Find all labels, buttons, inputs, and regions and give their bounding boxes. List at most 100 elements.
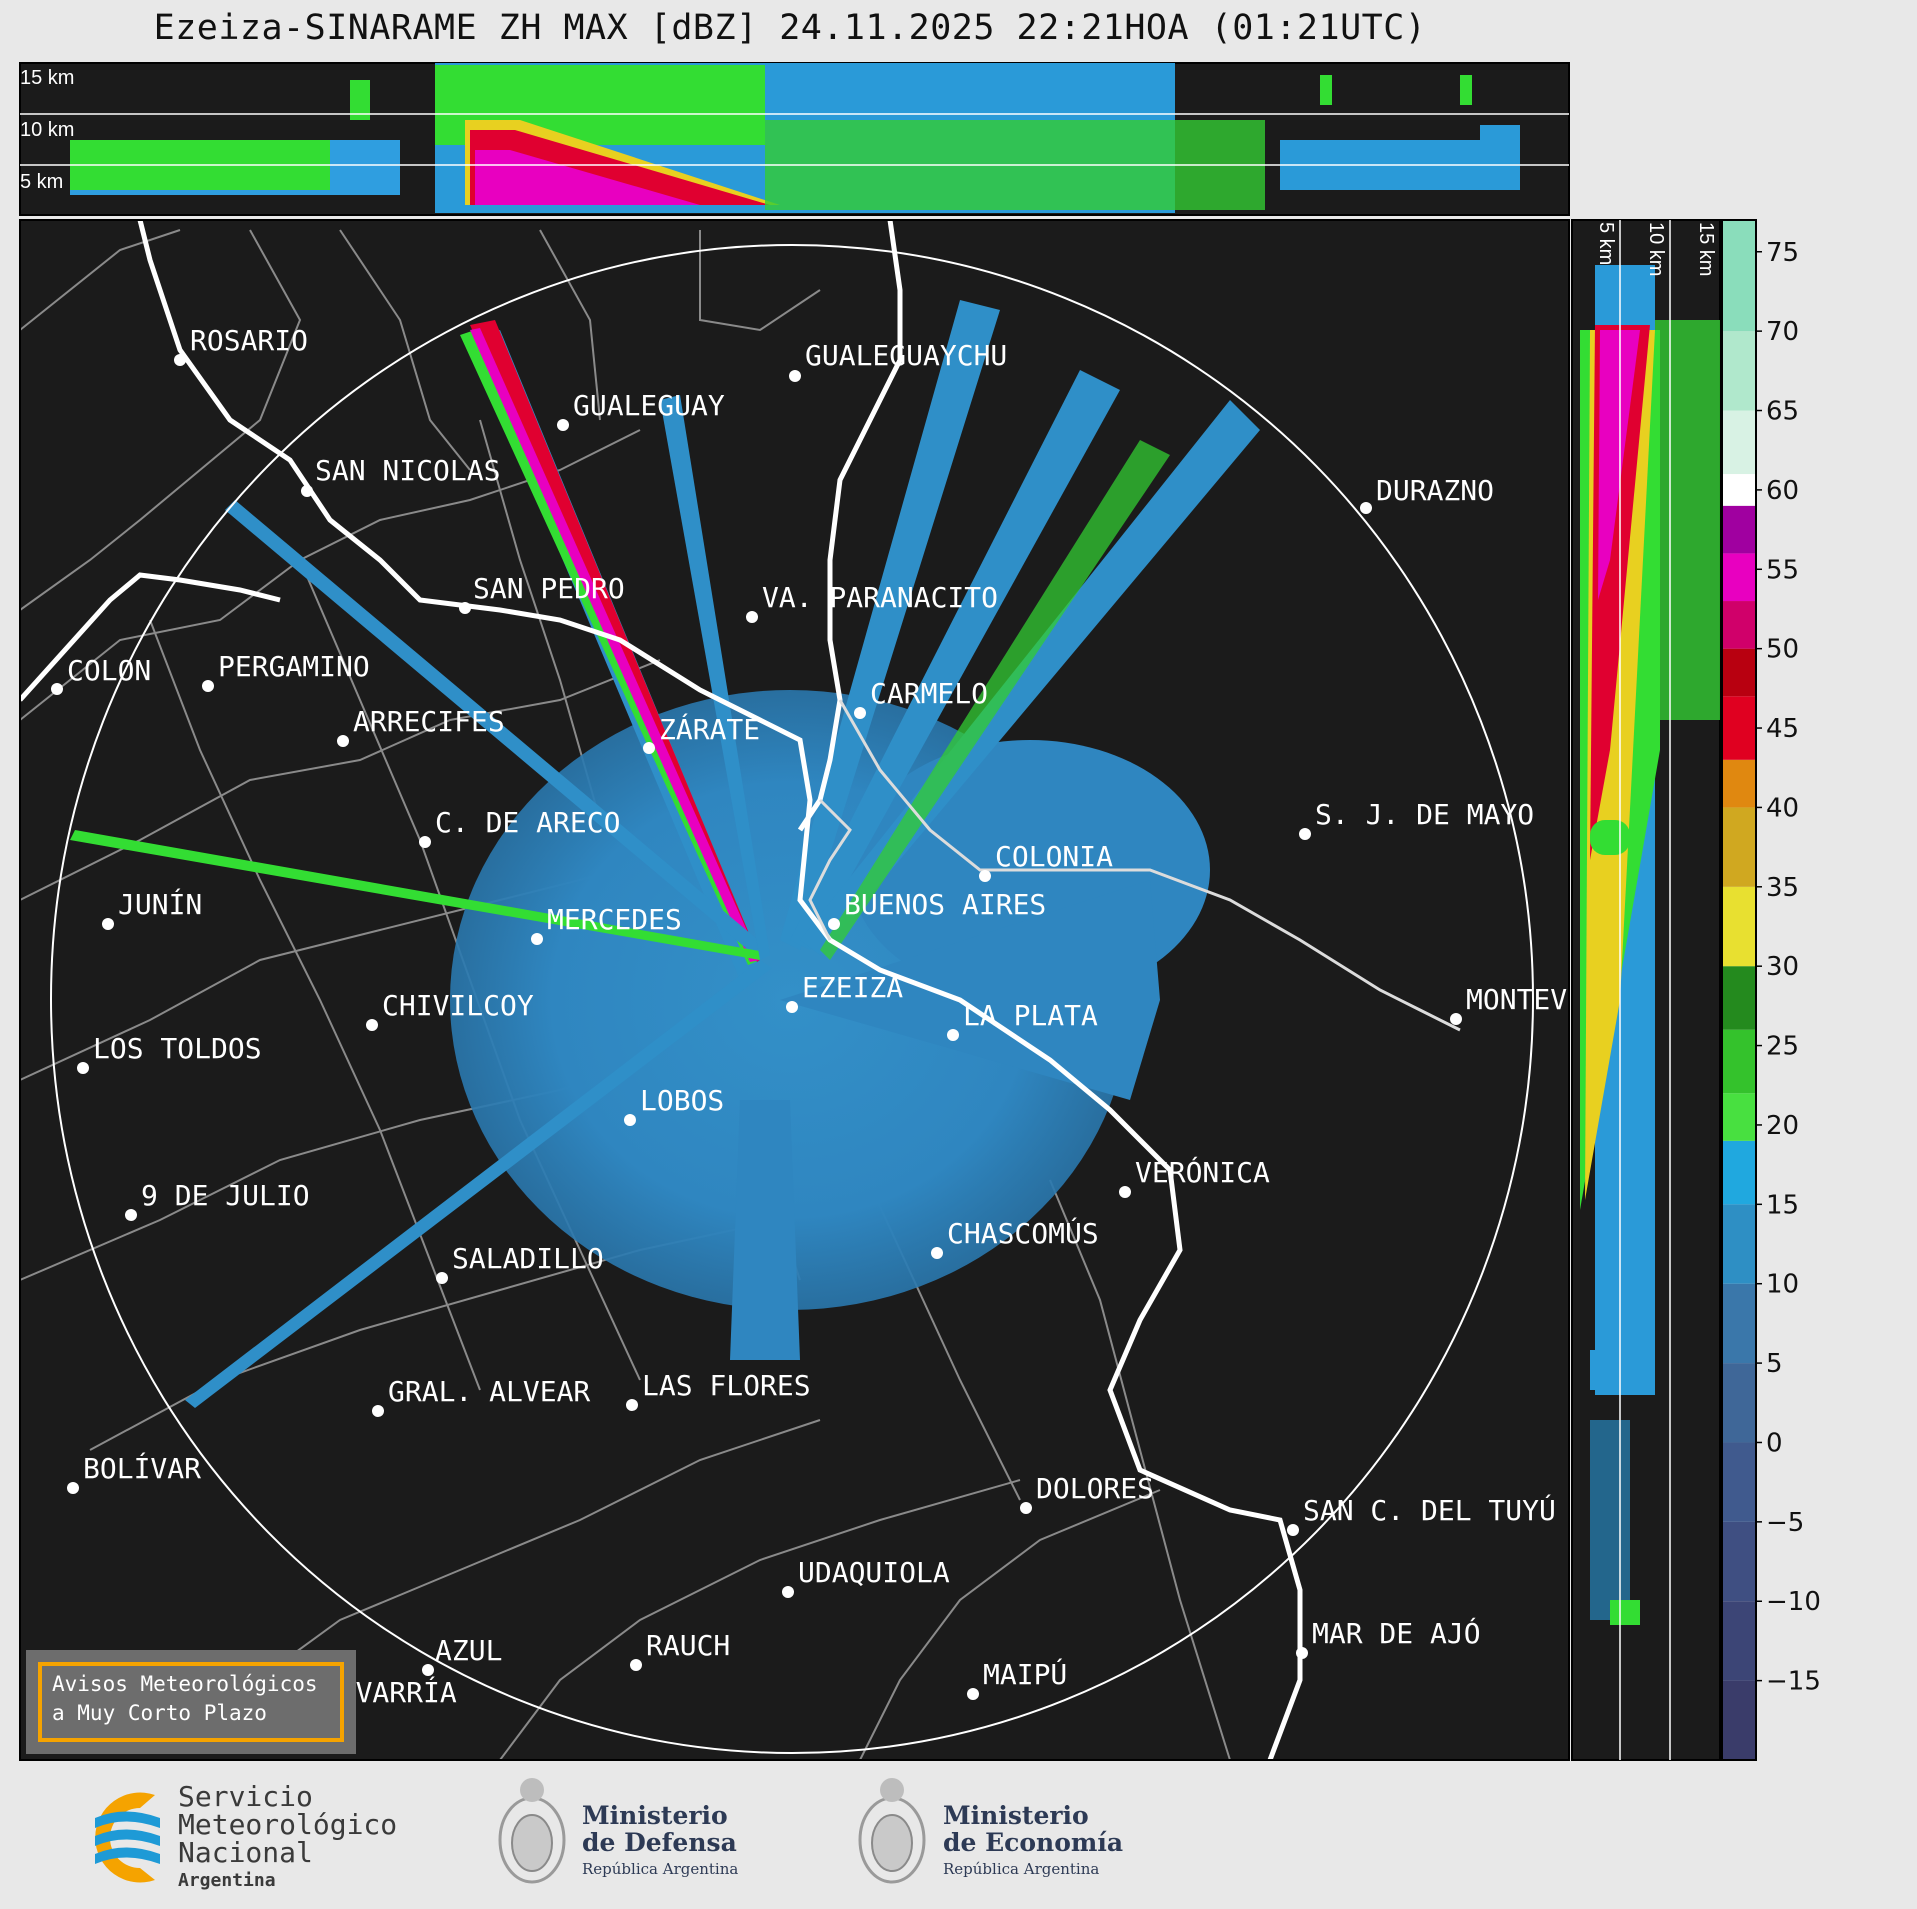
- height-label-15: 15 km: [20, 67, 74, 89]
- city-marker: BUENOS AIRES: [828, 888, 1046, 930]
- city-dot: [366, 1019, 378, 1031]
- colorbar-tick-label: 10: [1766, 1270, 1799, 1300]
- colorbar-tick-label: 50: [1766, 635, 1799, 665]
- city-dot: [1360, 502, 1372, 514]
- city-dot: [67, 1482, 79, 1494]
- city-label: GUALEGUAYCHU: [805, 339, 1007, 372]
- side-height-label-5: 5 km: [1595, 222, 1617, 265]
- city-label: LOS TOLDOS: [93, 1032, 262, 1065]
- city-marker: COLONIA: [979, 840, 1113, 882]
- city-dot: [931, 1247, 943, 1259]
- city-marker: CHIVILCOY: [366, 989, 534, 1031]
- city-label: MAR DE AJÓ: [1312, 1616, 1481, 1650]
- city-marker: GUALEGUAY: [557, 389, 725, 431]
- city-label: DOLORES: [1036, 1472, 1154, 1505]
- city-label: COLONIA: [995, 840, 1113, 873]
- city-dot: [557, 419, 569, 431]
- city-dot: [782, 1586, 794, 1598]
- city-label: ARRECIFES: [353, 705, 505, 738]
- colorbar-band: [1722, 1601, 1756, 1681]
- city-marker: LOBOS: [624, 1084, 724, 1126]
- city-label: CHIVILCOY: [382, 989, 534, 1022]
- city-marker: C. DE ARECO: [419, 806, 620, 848]
- colorbar-tick-label: 40: [1766, 793, 1799, 823]
- city-label: CARMELO: [870, 677, 988, 710]
- city-marker: SALADILLO: [436, 1242, 604, 1284]
- city-label: SAN C. DEL TUYÚ: [1303, 1493, 1556, 1527]
- city-label: 9 DE JULIO: [141, 1179, 310, 1212]
- colorbar-band: [1722, 1283, 1756, 1364]
- city-dot: [630, 1659, 642, 1671]
- colorbar-band: [1722, 1029, 1756, 1094]
- range-ring: [50, 244, 1534, 1754]
- city-label: LAS FLORES: [642, 1369, 811, 1402]
- city-label: ROSARIO: [190, 324, 308, 357]
- city-dot: [1020, 1502, 1032, 1514]
- colorbar-band: [1722, 759, 1756, 808]
- city-markers: ROSARIO GUALEGUAYCHU GUALEGUAY SAN NICOLAS D…: [51, 324, 1569, 1718]
- city-dot: [337, 735, 349, 747]
- side-height-panel: 5 km 10 km 15 km: [1571, 219, 1721, 1761]
- city-label: COLON: [67, 654, 151, 687]
- economia-line-3: República Argentina: [943, 1860, 1100, 1878]
- city-marker: BOLÍVAR: [67, 1451, 201, 1494]
- city-label: GUALEGUAY: [573, 389, 725, 422]
- city-dot: [174, 354, 186, 366]
- colorbar-tick-label: 0: [1766, 1428, 1783, 1458]
- colorbar-tick-label: 30: [1766, 952, 1799, 982]
- city-marker: EZEIZA: [786, 971, 903, 1013]
- city-label: UDAQUIOLA: [798, 1556, 950, 1589]
- city-marker: DURAZNO: [1360, 474, 1494, 514]
- city-dot: [979, 870, 991, 882]
- city-marker: ZÁRATE: [643, 712, 760, 754]
- city-dot: [1450, 1013, 1462, 1025]
- colorbar-tick-label: 20: [1766, 1111, 1799, 1141]
- city-label: SAN NICOLAS: [315, 454, 500, 487]
- colorbar-tick-label: 35: [1766, 873, 1799, 903]
- city-label: SAN PEDRO: [473, 572, 625, 605]
- coastlines: [20, 220, 1303, 1760]
- colorbar-tick-label: −5: [1766, 1508, 1804, 1538]
- colorbar-tick-label: 15: [1766, 1190, 1799, 1220]
- defensa-line-3: República Argentina: [582, 1860, 739, 1878]
- city-label: MAIPÚ: [983, 1657, 1067, 1691]
- city-dot: [1299, 828, 1311, 840]
- smn-line-4: Argentina: [178, 1870, 276, 1891]
- city-marker: COLON: [51, 654, 151, 695]
- city-marker: MONTEVIDEO: [1450, 983, 1569, 1025]
- city-marker: PERGAMINO: [202, 650, 370, 692]
- city-marker: RAUCH: [630, 1629, 730, 1671]
- colorbar-band: [1722, 886, 1756, 967]
- city-marker: DOLORES: [1020, 1472, 1154, 1514]
- colorbar-band: [1722, 601, 1756, 649]
- city-label: VA. PARANACITO: [762, 581, 998, 614]
- colorbar-band: [1722, 966, 1756, 1030]
- colorbar-tick-label: 55: [1766, 555, 1799, 585]
- colorbar-band: [1722, 1204, 1756, 1284]
- city-dot: [422, 1664, 434, 1676]
- city-marker: GUALEGUAYCHU: [789, 339, 1007, 382]
- city-dot: [419, 836, 431, 848]
- city-dot: [102, 918, 114, 930]
- city-label: RAUCH: [646, 1629, 730, 1662]
- colorbar-band: [1722, 220, 1756, 332]
- city-marker: LOS TOLDOS: [77, 1032, 262, 1074]
- colorbar-tick-label: 65: [1766, 397, 1799, 427]
- colorbar-frame: [1721, 219, 1757, 1761]
- warning-line-2: a Muy Corto Plazo: [52, 1701, 267, 1725]
- city-dot: [459, 602, 471, 614]
- city-marker: LA PLATA: [947, 999, 1098, 1041]
- page-title: Ezeiza-SINARAME ZH MAX [dBZ] 24.11.2025 …: [153, 8, 1427, 48]
- city-marker: SAN NICOLAS: [301, 454, 500, 497]
- city-dot: [626, 1399, 638, 1411]
- city-dot: [531, 933, 543, 945]
- colorbar-tick-label: 70: [1766, 317, 1799, 347]
- city-marker: VERÓNICA: [1119, 1155, 1270, 1198]
- colorbar-band: [1722, 505, 1756, 554]
- warning-line-1: Avisos Meteorológicos: [52, 1672, 318, 1696]
- colorbar-band: [1722, 331, 1756, 411]
- city-marker: ARRECIFES: [337, 705, 505, 747]
- city-dot: [1296, 1647, 1308, 1659]
- colorbar-band: [1722, 1140, 1756, 1205]
